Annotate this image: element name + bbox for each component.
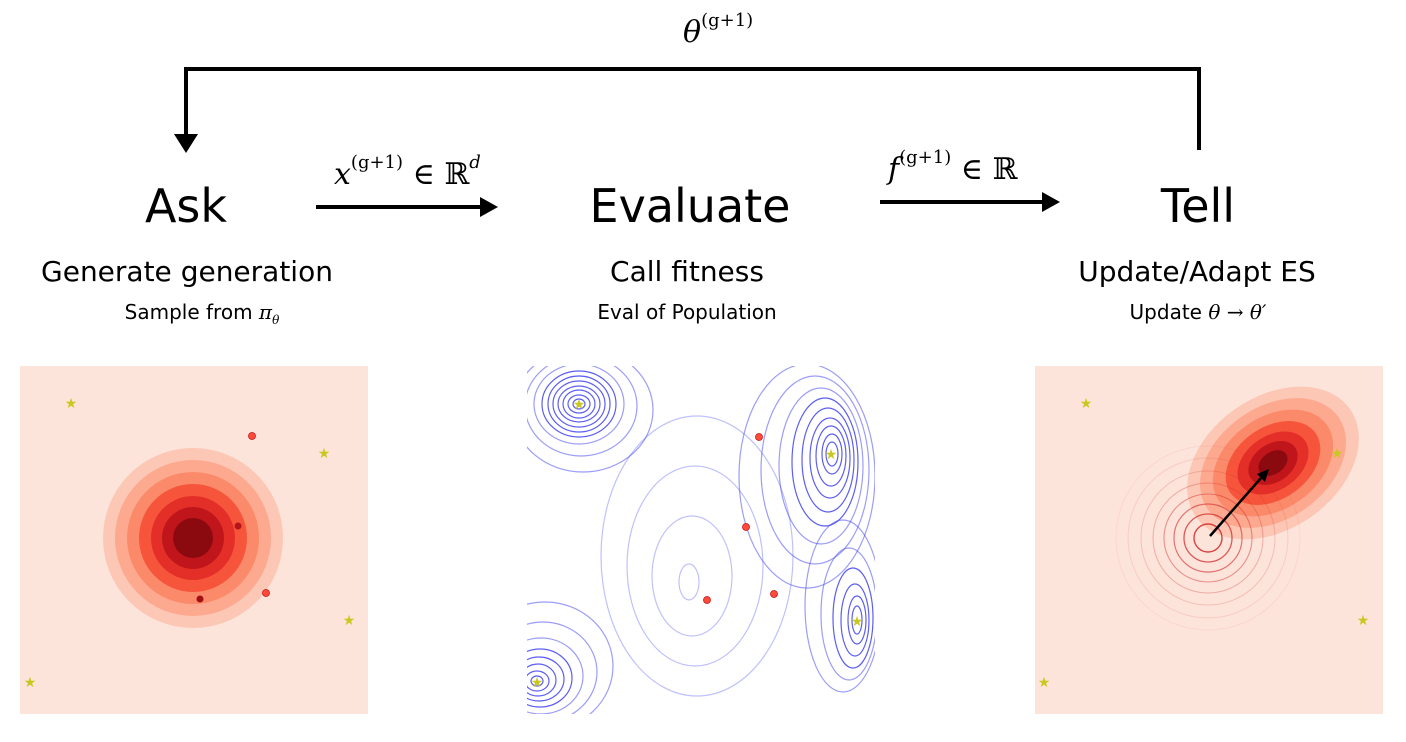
star-icon: ★ — [343, 613, 356, 629]
tell-detail: Update θ → θ′ — [1129, 300, 1267, 324]
update-arrow — [1209, 469, 1269, 537]
evaluate-detail: Eval of Population — [597, 300, 777, 324]
star-icon: ★ — [1038, 675, 1051, 691]
sample-point — [742, 523, 750, 531]
sample-point — [755, 433, 763, 441]
tell-subtitle: Update/Adapt ES — [1078, 255, 1316, 288]
evaluate-subtitle: Call fitness — [610, 255, 764, 288]
feedback-label: θ(g+1) — [683, 9, 754, 50]
optima-stars: ★ ★ ★ ★ — [24, 396, 356, 691]
sample-point — [703, 596, 711, 604]
star-icon: ★ — [531, 675, 544, 691]
sampling-density — [103, 448, 283, 628]
sample-point — [196, 595, 204, 603]
tell-title: Tell — [1160, 179, 1236, 233]
ask-to-evaluate-label: x(g+1) ∈ ℝd — [334, 151, 481, 192]
updated-density — [1187, 386, 1359, 540]
evaluate-to-tell-label: f(g+1) ∈ ℝ — [888, 146, 1018, 187]
sample-point — [770, 590, 778, 598]
fitness-landscape-panel: ★ ★ ★ ★ — [527, 366, 875, 714]
star-icon: ★ — [1331, 446, 1344, 462]
sample-points — [703, 433, 778, 604]
star-icon: ★ — [318, 446, 331, 462]
optima-stars: ★ ★ ★ ★ — [1038, 396, 1370, 691]
ask-title: Ask — [144, 179, 228, 233]
ask-detail: Sample from πθ — [124, 300, 280, 327]
star-icon: ★ — [1080, 396, 1093, 412]
optima-stars: ★ ★ ★ ★ — [531, 397, 864, 691]
star-icon: ★ — [65, 396, 78, 412]
ask-subtitle: Generate generation — [41, 255, 333, 288]
sample-point — [234, 522, 242, 530]
ask-distribution-panel: ★ ★ ★ ★ — [20, 366, 368, 714]
star-icon: ★ — [1357, 613, 1370, 629]
sample-point — [262, 589, 270, 597]
sample-points — [196, 432, 270, 603]
star-icon: ★ — [851, 614, 864, 630]
tell-update-panel: ★ ★ ★ ★ — [1035, 366, 1383, 714]
sample-point — [248, 432, 256, 440]
star-icon: ★ — [573, 397, 586, 413]
contour-lines — [527, 366, 875, 714]
star-icon: ★ — [825, 447, 838, 463]
previous-distribution-contours — [1115, 445, 1301, 631]
star-icon: ★ — [24, 675, 37, 691]
evaluate-title: Evaluate — [589, 179, 791, 233]
